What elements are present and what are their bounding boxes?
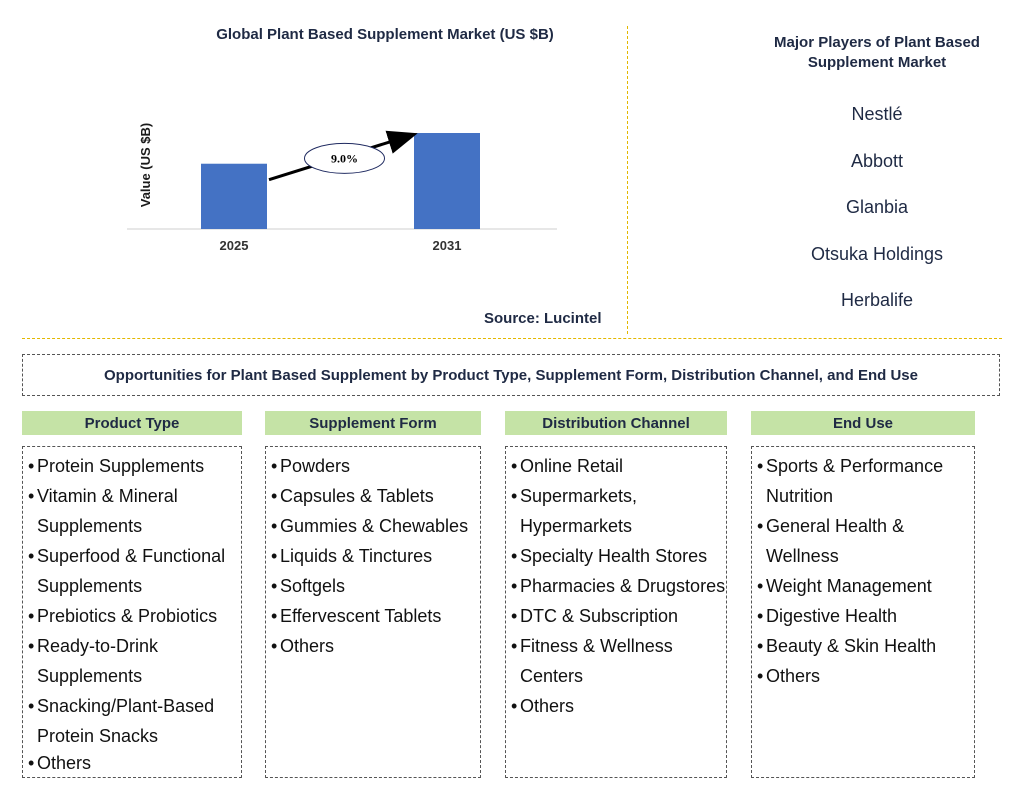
category-heading-product-type: Product Type (22, 411, 242, 435)
list-item: Sports & Performance Nutrition (752, 451, 974, 511)
list-item: Digestive Health (752, 601, 974, 631)
list-item: Snacking/Plant-Based Protein Snacks (23, 691, 241, 751)
list-item: Pharmacies & Drugstores (506, 571, 726, 601)
cagr-ellipse (304, 142, 385, 174)
y-axis-label: Value (US $B) (138, 123, 153, 208)
list-item: Ready-to-Drink Supplements (23, 631, 241, 691)
category-box-distribution-channel: Online Retail Supermarkets, Hypermarkets… (505, 446, 727, 778)
category-heading-end-use: End Use (751, 411, 975, 435)
bar-2031 (414, 133, 480, 229)
category-heading-supplement-form: Supplement Form (265, 411, 481, 435)
list-item: Online Retail (506, 451, 726, 481)
list-item: DTC & Subscription (506, 601, 726, 631)
list-item: Softgels (266, 571, 480, 601)
list-item: Supermarkets, Hypermarkets (506, 481, 726, 541)
list-item: Powders (266, 451, 480, 481)
list-item: General Health & Wellness (752, 511, 974, 571)
list-item: Others (752, 661, 974, 691)
list-item: Liquids & Tinctures (266, 541, 480, 571)
players-list: Nestlé Abbott Glanbia Otsuka Holdings He… (752, 100, 1002, 333)
players-title: Major Players of Plant Based Supplement … (774, 34, 980, 71)
category-box-end-use: Sports & Performance Nutrition General H… (751, 446, 975, 778)
bar-2025 (201, 163, 267, 229)
list-item: Beauty & Skin Health (752, 631, 974, 661)
category-list: Online Retail Supermarkets, Hypermarkets… (506, 447, 726, 721)
x-tick-label: 2031 (433, 238, 462, 253)
list-item: Protein Supplements (23, 451, 241, 481)
list-item: Others (266, 631, 480, 661)
player-item: Herbalife (840, 290, 914, 310)
horizontal-divider (22, 338, 1002, 339)
bar-chart: Value (US $B) 2025 2031 9.0% (127, 123, 557, 253)
category-list: Powders Capsules & Tablets Gummies & Che… (266, 447, 480, 661)
list-item: Others (23, 751, 241, 775)
cagr-label: 9.0% (331, 151, 358, 165)
list-item: Specialty Health Stores (506, 541, 726, 571)
opportunities-title: Opportunities for Plant Based Supplement… (104, 366, 918, 384)
list-item: Vitamin & Mineral Supplements (23, 481, 241, 541)
list-item: Effervescent Tablets (266, 601, 480, 631)
list-item: Others (506, 691, 726, 721)
list-item: Weight Management (752, 571, 974, 601)
chart-title: Global Plant Based Supplement Market (US… (216, 26, 554, 43)
list-item: Capsules & Tablets (266, 481, 480, 511)
player-item: Glanbia (845, 197, 909, 217)
source-label: Source: Lucintel (484, 310, 602, 327)
category-list: Sports & Performance Nutrition General H… (752, 447, 974, 691)
category-heading-distribution-channel: Distribution Channel (505, 411, 727, 435)
list-item: Prebiotics & Probiotics (23, 601, 241, 631)
vertical-divider (627, 26, 628, 334)
category-box-supplement-form: Powders Capsules & Tablets Gummies & Che… (265, 446, 481, 778)
list-item: Fitness & Wellness Centers (506, 631, 726, 691)
x-tick-label: 2025 (220, 238, 249, 253)
player-item: Nestlé (851, 104, 903, 124)
category-box-product-type: Protein Supplements Vitamin & Mineral Su… (22, 446, 242, 778)
list-item: Gummies & Chewables (266, 511, 480, 541)
list-item: Superfood & Functional Supplements (23, 541, 241, 601)
player-item: Abbott (850, 150, 904, 171)
opportunities-banner: Opportunities for Plant Based Supplement… (22, 354, 1000, 396)
category-list: Protein Supplements Vitamin & Mineral Su… (23, 447, 241, 775)
player-item: Otsuka Holdings (810, 243, 944, 264)
